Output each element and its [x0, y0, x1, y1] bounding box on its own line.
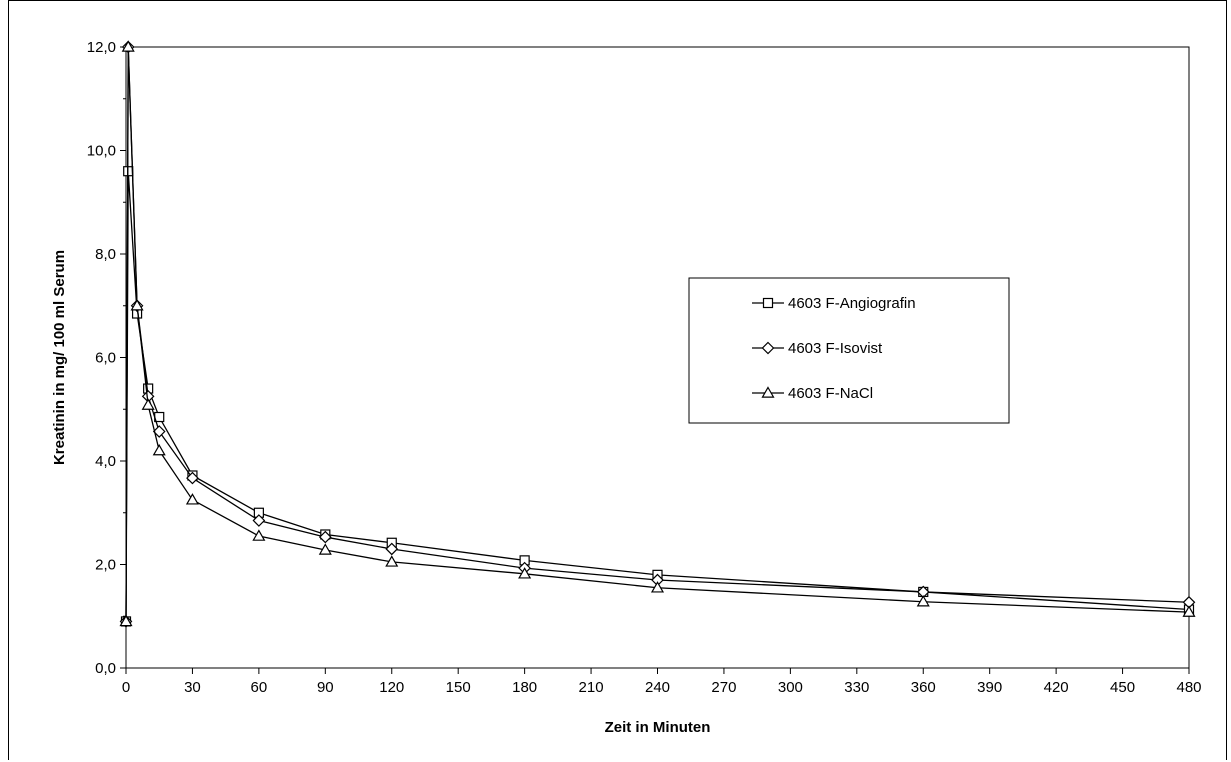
data-point: [130, 299, 144, 311]
x-tick-label: 480: [1176, 679, 1201, 696]
y-tick-label: 6,0: [95, 350, 116, 367]
y-tick-label: 8,0: [95, 246, 116, 263]
legend-label: 4603 F-NaCl: [788, 385, 873, 402]
y-tick-label: 4,0: [95, 453, 116, 470]
x-tick-label: 330: [844, 679, 869, 696]
x-tick-label: 210: [579, 679, 604, 696]
data-point: [385, 542, 399, 556]
legend-marker: [761, 341, 775, 355]
x-tick-label: 390: [977, 679, 1002, 696]
legend-label: 4603 F-Isovist: [788, 340, 883, 357]
data-point: [650, 581, 665, 593]
x-tick-label: 0: [122, 679, 130, 696]
y-tick-label: 10,0: [87, 143, 116, 160]
legend: 4603 F-Angiografin 4603 F-Isovist 4603 F-N…: [688, 277, 1010, 424]
legend-marker: [761, 386, 775, 398]
series-square: [120, 166, 1195, 627]
x-tick-label: 60: [251, 679, 268, 696]
data-point: [252, 529, 266, 541]
x-tick-label: 360: [911, 679, 936, 696]
data-point: [152, 443, 166, 456]
data-point: [152, 425, 166, 438]
legend-box: [688, 277, 1010, 424]
series-line: [125, 171, 1190, 622]
y-tick-label: 12,0: [87, 39, 116, 56]
x-tick-label: 180: [512, 679, 537, 696]
x-tick-label: 300: [778, 679, 803, 696]
y-tick-label: 2,0: [95, 557, 116, 574]
data-point: [518, 567, 532, 579]
series-line: [125, 46, 1190, 622]
data-point: [252, 514, 266, 527]
data-point: [385, 555, 399, 567]
data-point: [186, 471, 199, 485]
data-point: [121, 40, 135, 52]
x-tick-label: 240: [645, 679, 670, 696]
legend-label: 4603 F-Angiografin: [788, 295, 916, 312]
chart-frame: [8, 0, 1227, 760]
x-axis-title: Zeit in Minuten: [605, 719, 711, 736]
data-point: [1182, 605, 1196, 617]
legend-marker: [762, 297, 774, 309]
series-triangle: [119, 40, 1196, 627]
x-tick-label: 420: [1044, 679, 1069, 696]
data-point: [185, 493, 199, 505]
y-axis-title: Kreatinin in mg/ 100 ml Serum: [51, 250, 68, 465]
axes: 0 30 60 90 120 150 180 210 240 270 300 330 360 390 420…: [87, 39, 1202, 696]
data-point: [318, 543, 332, 555]
y-tick-label: 0,0: [95, 660, 116, 677]
x-tick-label: 150: [446, 679, 471, 696]
data-point: [916, 595, 930, 607]
x-tick-label: 450: [1110, 679, 1135, 696]
x-tick-label: 120: [379, 679, 404, 696]
data-point: [141, 398, 155, 410]
x-tick-label: 270: [711, 679, 736, 696]
series-group: [119, 40, 1196, 628]
data-point: [119, 614, 133, 627]
series-line: [125, 46, 1190, 622]
x-tick-label: 30: [184, 679, 201, 696]
series-diamond: [119, 40, 1196, 628]
x-tick-label: 90: [317, 679, 334, 696]
data-point: [318, 530, 332, 544]
